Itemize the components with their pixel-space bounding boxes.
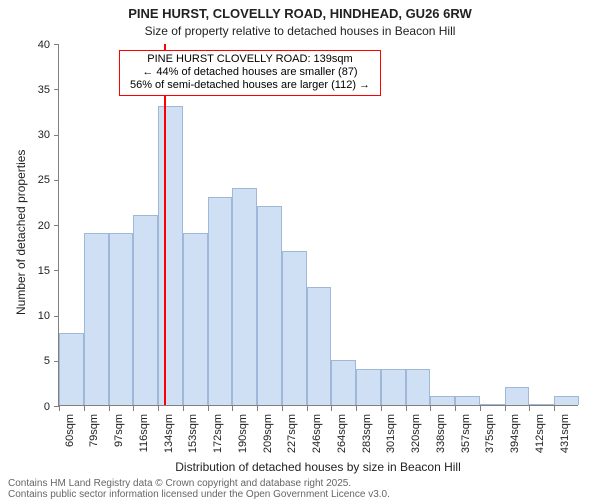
annotation-callout: PINE HURST CLOVELLY ROAD: 139sqm← 44% of… [119,50,381,96]
x-tick [331,406,332,411]
histogram-bar [109,233,134,405]
histogram-bar [158,106,183,405]
histogram-bar [84,233,109,405]
y-tick-label: 25 [38,174,50,186]
y-tick-label: 40 [38,39,50,51]
x-tick [133,406,134,411]
annotation-line: 56% of semi-detached houses are larger (… [126,79,374,92]
histogram-bar [257,206,282,405]
histogram-bar [307,287,332,405]
y-tick [54,44,59,45]
chart-container: PINE HURST, CLOVELLY ROAD, HINDHEAD, GU2… [0,0,600,500]
x-tick-label: 412sqm [534,414,546,464]
x-tick [307,406,308,411]
x-tick-label: 283sqm [361,414,373,464]
y-tick-label: 35 [38,84,50,96]
x-tick-label: 190sqm [237,414,249,464]
y-tick [54,89,59,90]
x-tick [257,406,258,411]
histogram-bar [505,387,530,405]
x-tick-label: 246sqm [311,414,323,464]
x-tick [529,406,530,411]
x-tick-label: 264sqm [336,414,348,464]
x-tick-label: 301sqm [385,414,397,464]
y-tick [54,316,59,317]
x-tick [455,406,456,411]
x-tick [232,406,233,411]
x-tick [480,406,481,411]
histogram-bar [480,404,505,405]
x-tick-label: 375sqm [484,414,496,464]
x-tick [406,406,407,411]
x-tick-label: 394sqm [509,414,521,464]
x-tick-label: 134sqm [163,414,175,464]
x-tick [158,406,159,411]
y-tick-label: 5 [44,355,50,367]
x-tick [554,406,555,411]
x-tick-label: 431sqm [559,414,571,464]
x-tick [381,406,382,411]
histogram-bar [356,369,381,405]
histogram-bar [430,396,455,405]
annotation-line: PINE HURST CLOVELLY ROAD: 139sqm [126,53,374,66]
y-tick-label: 20 [38,220,50,232]
histogram-bar [59,333,84,405]
y-tick [54,225,59,226]
histogram-bar [232,188,257,405]
x-tick [430,406,431,411]
x-tick-label: 116sqm [138,414,150,464]
histogram-bar [455,396,480,405]
y-tick-label: 15 [38,265,50,277]
histogram-bar [529,404,554,405]
x-tick [282,406,283,411]
chart-subtitle: Size of property relative to detached ho… [0,24,600,38]
y-tick [54,180,59,181]
x-tick-label: 153sqm [187,414,199,464]
x-tick-label: 79sqm [88,414,100,464]
x-tick-label: 60sqm [64,414,76,464]
y-tick [54,135,59,136]
x-tick-label: 172sqm [212,414,224,464]
y-tick-label: 10 [38,310,50,322]
x-tick [505,406,506,411]
chart-title: PINE HURST, CLOVELLY ROAD, HINDHEAD, GU2… [0,6,600,21]
x-tick [356,406,357,411]
histogram-bar [133,215,158,405]
histogram-bar [208,197,233,405]
histogram-bar [331,360,356,405]
attribution-text: Contains HM Land Registry data © Crown c… [8,478,390,500]
y-tick [54,270,59,271]
histogram-bar [554,396,579,405]
attribution-line-2: Contains public sector information licen… [8,489,390,500]
x-tick [59,406,60,411]
x-tick-label: 320sqm [410,414,422,464]
x-tick [183,406,184,411]
histogram-bar [406,369,431,405]
x-tick [208,406,209,411]
y-tick-label: 0 [44,401,50,413]
x-tick-label: 338sqm [435,414,447,464]
x-tick-label: 97sqm [113,414,125,464]
histogram-bar [282,251,307,405]
x-tick [109,406,110,411]
histogram-bar [183,233,208,405]
annotation-line: ← 44% of detached houses are smaller (87… [126,66,374,79]
plot-area: PINE HURST CLOVELLY ROAD: 139sqm← 44% of… [58,44,578,406]
y-tick-label: 30 [38,129,50,141]
x-tick [84,406,85,411]
attribution-line-1: Contains HM Land Registry data © Crown c… [8,478,390,489]
histogram-bar [381,369,406,405]
reference-marker-line [164,44,166,405]
y-axis-label: Number of detached properties [14,150,28,315]
x-tick-label: 227sqm [286,414,298,464]
x-tick-label: 357sqm [460,414,472,464]
x-tick-label: 209sqm [262,414,274,464]
